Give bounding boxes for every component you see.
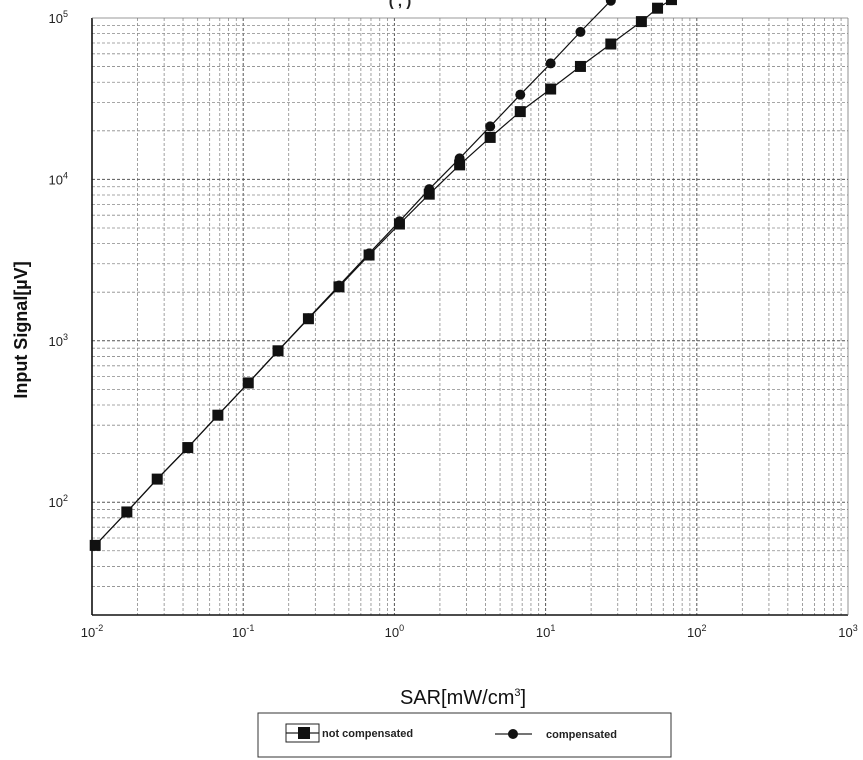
x-axis-label-main: SAR[mW/cm bbox=[400, 687, 514, 709]
legend-circle-marker bbox=[508, 729, 518, 739]
data-point-square bbox=[665, 0, 677, 6]
chart-title-fragment: ( , ) bbox=[389, 0, 412, 10]
data-point-circle bbox=[273, 345, 284, 356]
x-axis-label-end: ] bbox=[521, 687, 527, 709]
x-axis-label: SAR[mW/cm3] bbox=[400, 687, 526, 709]
y-tick-label: 104 bbox=[49, 170, 68, 187]
x-tick-label: 101 bbox=[536, 623, 555, 640]
data-point-square bbox=[514, 106, 526, 118]
data-point-square bbox=[574, 60, 586, 72]
data-point-circle bbox=[333, 280, 344, 291]
data-point-circle bbox=[90, 540, 101, 551]
legend-square-marker bbox=[298, 727, 310, 739]
series-line bbox=[94, 0, 613, 546]
x-tick-label: 10-2 bbox=[81, 623, 103, 640]
data-point-circle bbox=[182, 442, 193, 453]
legend-item-compensated: compensated bbox=[495, 729, 617, 741]
data-point-circle bbox=[605, 0, 616, 6]
data-point-circle bbox=[485, 121, 496, 132]
y-tick-label: 103 bbox=[49, 332, 68, 349]
series-not-compensated bbox=[89, 0, 677, 551]
data-point-square bbox=[454, 159, 466, 171]
y-tick-labels: 102 103 104 105 bbox=[49, 9, 68, 510]
grid bbox=[92, 18, 848, 615]
data-point-circle bbox=[424, 184, 435, 195]
data-point-circle bbox=[243, 377, 254, 388]
data-point-square bbox=[423, 188, 435, 200]
data-point-circle bbox=[364, 248, 375, 259]
data-point-circle bbox=[212, 410, 223, 421]
data-point-circle bbox=[575, 26, 586, 37]
data-point-square bbox=[652, 2, 664, 14]
legend: not compensated compensated bbox=[257, 712, 672, 758]
data-point-circle bbox=[394, 216, 405, 227]
y-tick-label: 102 bbox=[49, 493, 68, 510]
legend-box bbox=[257, 712, 672, 758]
data-point-circle bbox=[121, 506, 132, 517]
legend-item-not-compensated: not compensated bbox=[285, 723, 413, 743]
data-point-circle bbox=[515, 89, 526, 100]
series-layer bbox=[89, 0, 677, 551]
plot-frame bbox=[91, 17, 849, 616]
series-compensated bbox=[90, 0, 616, 551]
data-point-circle bbox=[454, 153, 465, 164]
data-point-circle bbox=[152, 474, 163, 485]
series-line bbox=[94, 0, 672, 546]
data-point-square bbox=[635, 16, 647, 28]
legend-label-compensated: compensated bbox=[546, 729, 617, 741]
data-point-circle bbox=[303, 313, 314, 324]
y-tick-label: 105 bbox=[49, 9, 68, 26]
data-point-circle bbox=[545, 58, 556, 69]
data-point-square bbox=[484, 131, 496, 143]
data-point-square bbox=[545, 83, 557, 95]
legend-label-not-compensated: not compensated bbox=[322, 728, 413, 740]
x-tick-label: 100 bbox=[385, 623, 404, 640]
y-axis-label: Input Signal[µV] bbox=[11, 261, 31, 398]
x-tick-label: 10-1 bbox=[232, 623, 254, 640]
x-tick-label: 103 bbox=[838, 623, 857, 640]
data-point-square bbox=[605, 38, 617, 50]
x-tick-labels: 10-2 10-1 100 101 102 103 bbox=[81, 623, 858, 640]
x-tick-label: 102 bbox=[687, 623, 706, 640]
x-axis-label-sup: 3 bbox=[514, 687, 520, 699]
